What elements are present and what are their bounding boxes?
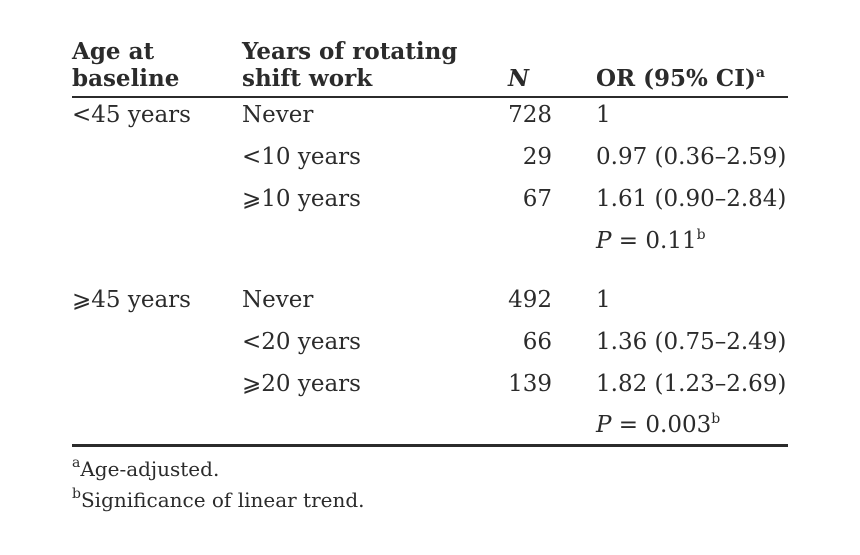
footnote-mark: b — [72, 486, 81, 502]
row-n: 67 — [522, 186, 552, 212]
row-years: <20 years — [242, 329, 361, 355]
data-table: Age at baseline Years of rotating shift … — [72, 38, 788, 96]
row-or: 1.61 (0.90–2.84) — [596, 186, 787, 212]
table-bottom-rule — [72, 444, 788, 447]
footnote-b: bSignificance of linear trend. — [72, 486, 365, 512]
row-or: 1 — [596, 102, 611, 128]
footnote-text: Significance of linear trend. — [80, 488, 365, 512]
row-years: Never — [242, 287, 314, 313]
header-or-sup: a — [755, 65, 765, 81]
header-years: Years of rotating shift work — [242, 38, 457, 92]
row-or: 0.97 (0.36–2.59) — [596, 144, 787, 170]
p-sup: b — [696, 227, 706, 243]
header-age: Age at baseline — [72, 38, 179, 92]
p-label: P — [596, 228, 612, 254]
p-sup: b — [711, 411, 721, 427]
p-number: = 0.003 — [611, 412, 712, 438]
row-n: 139 — [508, 371, 552, 397]
row-n: 66 — [522, 329, 552, 355]
row-n: 29 — [522, 144, 552, 170]
header-years-line2: shift work — [242, 65, 373, 92]
header-or: OR (95% CI)a — [596, 65, 765, 92]
table-header: Age at baseline Years of rotating shift … — [72, 38, 788, 96]
header-years-line1: Years of rotating — [242, 38, 458, 65]
p-value: P = 0.003b — [596, 411, 720, 439]
row-or: 1.82 (1.23–2.69) — [596, 371, 787, 397]
footnote-mark: a — [72, 455, 81, 471]
p-value: P = 0.11b — [596, 227, 706, 255]
header-rule — [72, 96, 788, 98]
p-number: = 0.11 — [611, 228, 697, 254]
p-label: P — [596, 412, 612, 438]
group-age-label: ⩾45 years — [72, 287, 191, 313]
row-years: ⩾20 years — [242, 371, 361, 397]
row-n: 728 — [508, 102, 552, 128]
header-age-line2: baseline — [72, 65, 180, 92]
header-age-line1: Age at — [72, 38, 155, 65]
row-years: ⩾10 years — [242, 186, 361, 212]
row-or: 1.36 (0.75–2.49) — [596, 329, 787, 355]
header-n: N — [508, 65, 530, 92]
row-years: Never — [242, 102, 314, 128]
row-or: 1 — [596, 287, 611, 313]
footnote-text: Age-adjusted. — [80, 457, 220, 481]
row-n: 492 — [508, 287, 552, 313]
header-or-label: OR (95% CI) — [596, 65, 756, 92]
footnote-a: aAge-adjusted. — [72, 455, 220, 481]
row-years: <10 years — [242, 144, 361, 170]
group-age-label: <45 years — [72, 102, 191, 128]
